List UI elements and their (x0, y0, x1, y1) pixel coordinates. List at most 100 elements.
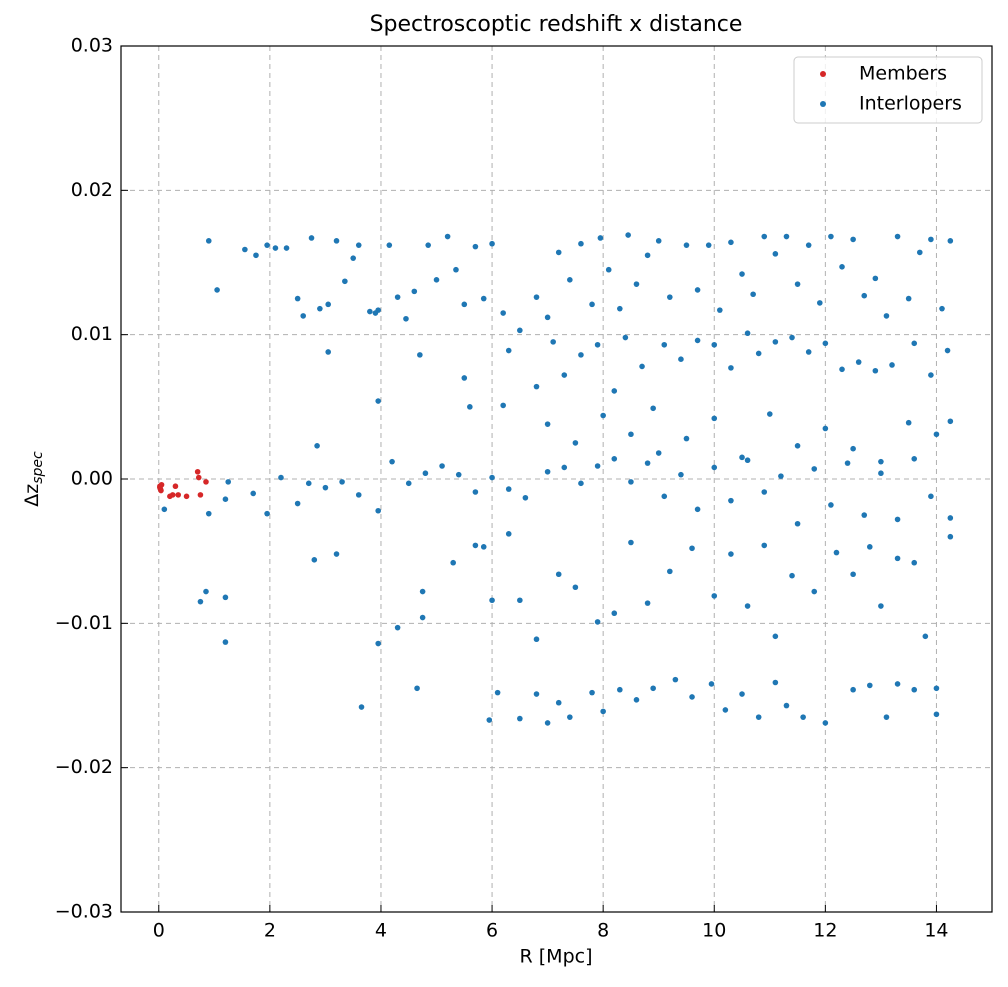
point (175, 492, 182, 498)
y-tick-label: 0.00 (71, 468, 113, 490)
point (633, 697, 640, 703)
point (480, 544, 487, 550)
point (355, 242, 362, 248)
point (342, 278, 348, 285)
point (617, 305, 623, 312)
point (789, 334, 795, 341)
point (567, 714, 573, 720)
x-tick-label: 0 (153, 920, 165, 942)
point (505, 347, 512, 354)
point (203, 588, 209, 595)
point (694, 287, 701, 293)
point (655, 238, 662, 244)
point (722, 707, 729, 713)
point (816, 300, 823, 306)
point (822, 425, 829, 432)
x-tick-label: 8 (597, 920, 609, 942)
point (611, 455, 618, 462)
point (600, 708, 606, 715)
point (944, 347, 951, 354)
point (405, 480, 412, 487)
point (805, 349, 812, 355)
point (711, 464, 718, 471)
x-tick-label: 10 (702, 920, 726, 942)
point (578, 352, 584, 358)
point (872, 367, 879, 374)
point (850, 236, 856, 243)
point (894, 681, 901, 687)
legend-label: Interlopers (859, 93, 962, 115)
point (264, 510, 270, 517)
point (375, 640, 381, 647)
point (605, 266, 612, 273)
point (500, 310, 506, 316)
point (933, 711, 940, 718)
point (711, 341, 718, 348)
point (533, 383, 540, 390)
y-tick-label: 0.01 (71, 323, 113, 345)
point (203, 479, 209, 485)
point (628, 539, 634, 546)
point (333, 238, 340, 244)
point (389, 458, 395, 465)
point (628, 431, 634, 438)
point (928, 493, 934, 500)
point (650, 685, 656, 692)
x-tick-label: 12 (813, 920, 837, 942)
point (561, 372, 568, 378)
point (367, 308, 373, 315)
point (772, 251, 779, 257)
point (480, 295, 487, 302)
point (617, 686, 623, 693)
x-tick-label: 6 (486, 920, 498, 942)
point (739, 271, 745, 277)
point (205, 238, 212, 244)
point (739, 454, 745, 461)
point (294, 500, 301, 507)
point (739, 691, 745, 697)
point (667, 294, 673, 300)
plot-frame (120, 45, 993, 913)
point (861, 512, 868, 518)
x-axis-label: R [Mpc] (520, 946, 593, 968)
legend-box (793, 56, 983, 124)
point (650, 405, 656, 412)
point (333, 551, 340, 557)
point (422, 470, 429, 477)
point (461, 301, 468, 308)
x-tick-label: 4 (375, 920, 387, 942)
point (644, 252, 651, 259)
point (866, 544, 873, 550)
point (253, 252, 259, 259)
point (947, 533, 954, 540)
point (728, 239, 734, 246)
point (844, 460, 851, 466)
point (947, 515, 954, 521)
point (242, 246, 248, 253)
point (947, 238, 954, 244)
point (517, 327, 523, 334)
point (922, 633, 929, 640)
point (705, 242, 712, 248)
point (314, 443, 320, 449)
y-axis-label: Δzspec (21, 451, 47, 507)
point (928, 372, 934, 378)
point (947, 418, 954, 425)
point (555, 249, 562, 256)
point (805, 242, 812, 248)
point (455, 471, 462, 478)
point (911, 559, 918, 566)
point (717, 307, 723, 313)
point (414, 685, 420, 692)
point (850, 445, 856, 452)
point (194, 468, 201, 475)
point (711, 593, 718, 599)
point (861, 292, 868, 299)
point (672, 676, 679, 683)
point (661, 493, 668, 500)
point (661, 341, 668, 348)
point (172, 483, 179, 490)
point (744, 457, 751, 464)
point (708, 681, 715, 687)
point (761, 489, 768, 495)
